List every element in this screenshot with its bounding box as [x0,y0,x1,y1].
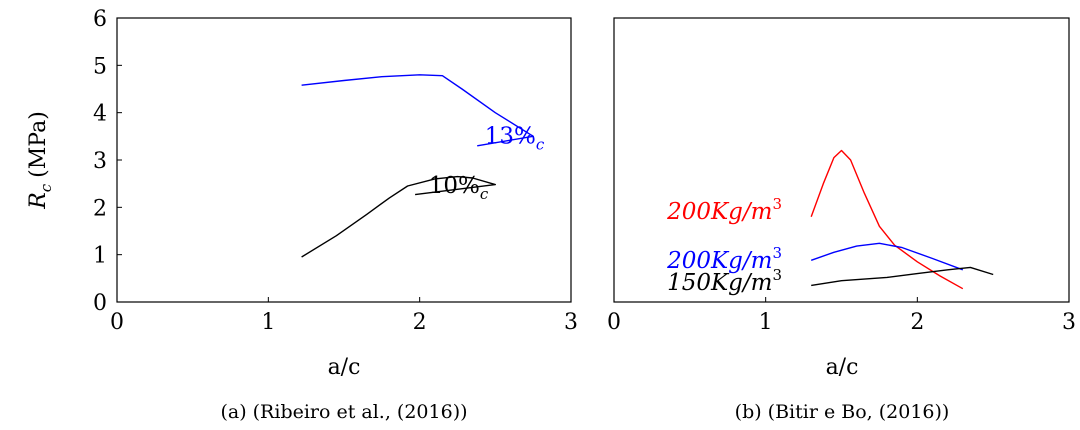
panel-a-series-labels: 13%c 10%c [429,123,545,203]
panel-b-caption: (b) (Bitir e Bo, (2016)) [735,401,950,423]
panel-a-y-axis-label: Rc (MPa) [26,111,55,210]
y-label-unit: (MPa) [26,111,51,178]
panel-a-x-tick-label: 0 [110,310,124,335]
panel-b-series-line-2 [811,266,994,287]
panel-a-y-tick-label: 1 [93,244,107,269]
panel-a: 0 1 2 3 0 1 2 3 4 5 6 13%c 10%c a/c Rc (MPa) (a) (R… [26,7,578,423]
panel-b-series [810,149,994,290]
panel-a-y-tick-label: 6 [93,7,107,32]
panel-b-x-tick-label: 2 [910,310,924,335]
panel-b-x-ticks: 0 1 2 3 [607,297,1076,335]
panel-a-y-tick-label: 5 [93,54,107,79]
panel-a-y-tick-label: 2 [93,196,107,221]
panel-b-x-axis-label: a/c [826,355,859,380]
panel-a-series-line-1 [301,175,496,258]
panel-a-series [301,74,534,258]
panel-b-frame [613,17,1070,303]
panel-b-x-tick-label: 0 [607,310,621,335]
panel-a-y-tick-label: 4 [93,102,107,127]
panel-b-series-line-1 [810,242,964,271]
panel-a-y-ticks: 0 1 2 3 4 5 6 [93,7,122,316]
panel-b-x-tick-label: 3 [1062,310,1076,335]
panel-a-x-axis-label: a/c [328,355,361,380]
panel-a-caption: (a) (Ribeiro et al., (2016)) [220,401,467,423]
panel-b-series-label-1: 200Kg/m3 [666,244,782,274]
panel-a-x-tick-label: 1 [261,310,275,335]
panel-b-x-tick-label: 1 [759,310,773,335]
panel-b-series-label-0: 200Kg/m3 [666,195,782,225]
panel-a-series-label-1: 10%c [429,173,489,203]
panel-a-x-tick-label: 3 [564,310,578,335]
y-label-subscript: c [37,183,55,192]
panel-a-series-line-0 [301,74,534,147]
panel-a-x-tick-label: 2 [413,310,427,335]
panel-b-series-label-2: 150Kg/m3 [667,266,782,296]
y-label-main: R [26,192,51,210]
panel-a-series-label-0: 13%c [485,123,545,153]
panel-a-x-ticks: 0 1 2 3 [110,297,578,335]
panel-b-series-line-0 [810,149,964,290]
panel-a-y-tick-label: 0 [93,291,107,316]
panel-a-y-tick-label: 3 [93,149,107,174]
panel-a-frame [116,17,572,303]
